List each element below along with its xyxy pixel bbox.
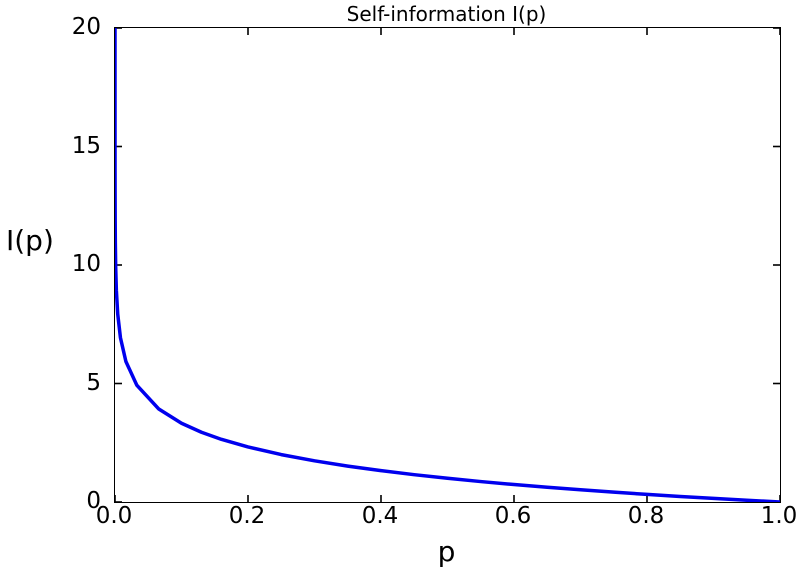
x-axis-label: p: [437, 535, 456, 568]
chart-title: Self-information I(p): [346, 2, 547, 26]
x-tick-label: 0.6: [494, 503, 532, 529]
axis-tick-marks: [115, 28, 780, 502]
x-tick-label: 0.4: [361, 503, 399, 529]
information-curve-canvas: [115, 28, 780, 502]
x-tick-label: 1.0: [760, 503, 798, 529]
y-tick-label: 10: [71, 251, 101, 277]
y-axis-label: I(p): [6, 224, 54, 257]
x-tick-label: 0.2: [228, 503, 266, 529]
plot-area: [114, 27, 781, 503]
self-information-curve: [115, 28, 780, 502]
y-tick-label: 5: [86, 369, 101, 396]
y-tick-label: 15: [71, 132, 101, 159]
y-tick-label: 0: [86, 488, 101, 514]
y-tick-label: 20: [71, 14, 101, 40]
x-tick-label: 0.0: [95, 503, 133, 529]
x-tick-label: 0.8: [627, 503, 665, 529]
